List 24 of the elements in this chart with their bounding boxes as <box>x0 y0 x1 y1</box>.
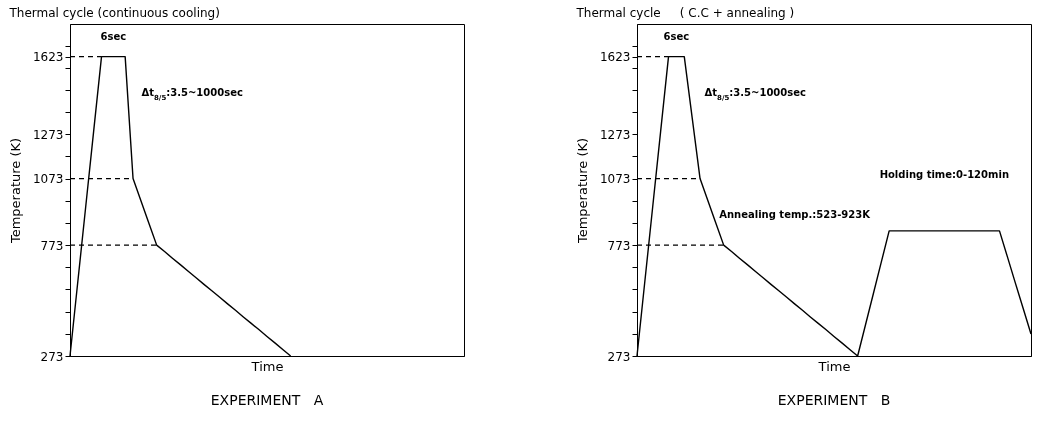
y-tick-label: 773 <box>40 238 64 253</box>
annotation: 6sec <box>100 31 127 42</box>
chart-title: Thermal cycle ( C.C + annealing ) <box>575 6 795 20</box>
x-axis-title: Time <box>817 358 851 374</box>
annotation: Δt$_{8/5}$:3.5~1000sec <box>141 87 243 102</box>
y-tick-label: 1623 <box>32 50 64 65</box>
y-tick-label: 1273 <box>599 127 631 142</box>
y-tick-label: 1623 <box>599 50 631 65</box>
annotation: Δt$_{8/5}$:3.5~1000sec <box>704 87 806 102</box>
x-axis-title: Time <box>250 358 284 374</box>
annotation: Annealing temp.:523-923K <box>719 209 872 220</box>
text: EXPERIMENT A <box>210 392 324 408</box>
y-tick-label: 1273 <box>32 127 64 142</box>
text: EXPERIMENT B <box>777 392 891 408</box>
y-axis-title: Temperature (K) <box>7 137 23 245</box>
y-axis-title: Temperature (K) <box>574 137 590 245</box>
y-tick-label: 273 <box>607 349 631 364</box>
annotation: 6sec <box>663 31 690 42</box>
y-tick-label: 273 <box>40 349 64 364</box>
y-tick-label: 1073 <box>32 172 64 187</box>
y-tick-label: 773 <box>607 238 631 253</box>
y-tick-label: 1073 <box>599 172 631 187</box>
annotation: Holding time:0-120min <box>879 169 1010 180</box>
chart-title: Thermal cycle (continuous cooling) <box>8 6 220 20</box>
